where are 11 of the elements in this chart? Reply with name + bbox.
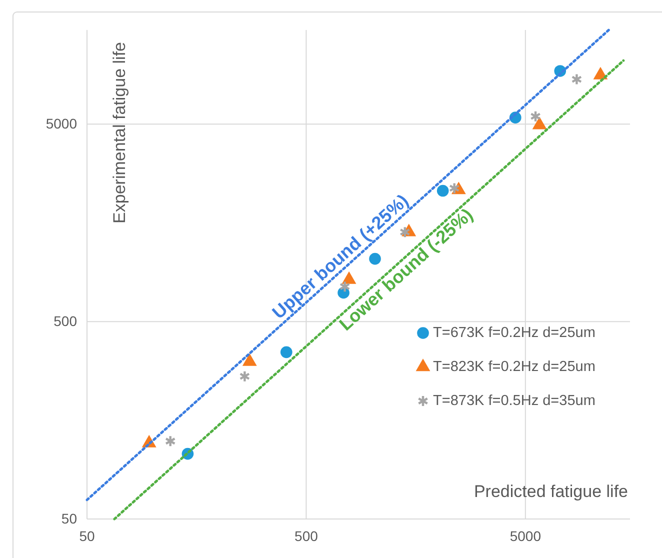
x-tick-label: 5000 bbox=[510, 528, 542, 544]
x-tick-label: 50 bbox=[79, 528, 95, 544]
legend-label: T=873K f=0.5Hz d=35um bbox=[433, 392, 596, 409]
x-tick-label: 500 bbox=[294, 528, 318, 544]
y-tick-label: 50 bbox=[61, 510, 78, 526]
legend-label: T=823K f=0.2Hz d=25um bbox=[433, 358, 596, 375]
y-tick-label: 5000 bbox=[46, 116, 78, 132]
y-tick-label: 500 bbox=[54, 313, 78, 330]
y-axis-title: Experimental fatigue life bbox=[110, 42, 129, 224]
x-axis-title: Predicted fatigue life bbox=[474, 482, 628, 501]
legend-label: T=673K f=0.2Hz d=25um bbox=[433, 324, 596, 341]
